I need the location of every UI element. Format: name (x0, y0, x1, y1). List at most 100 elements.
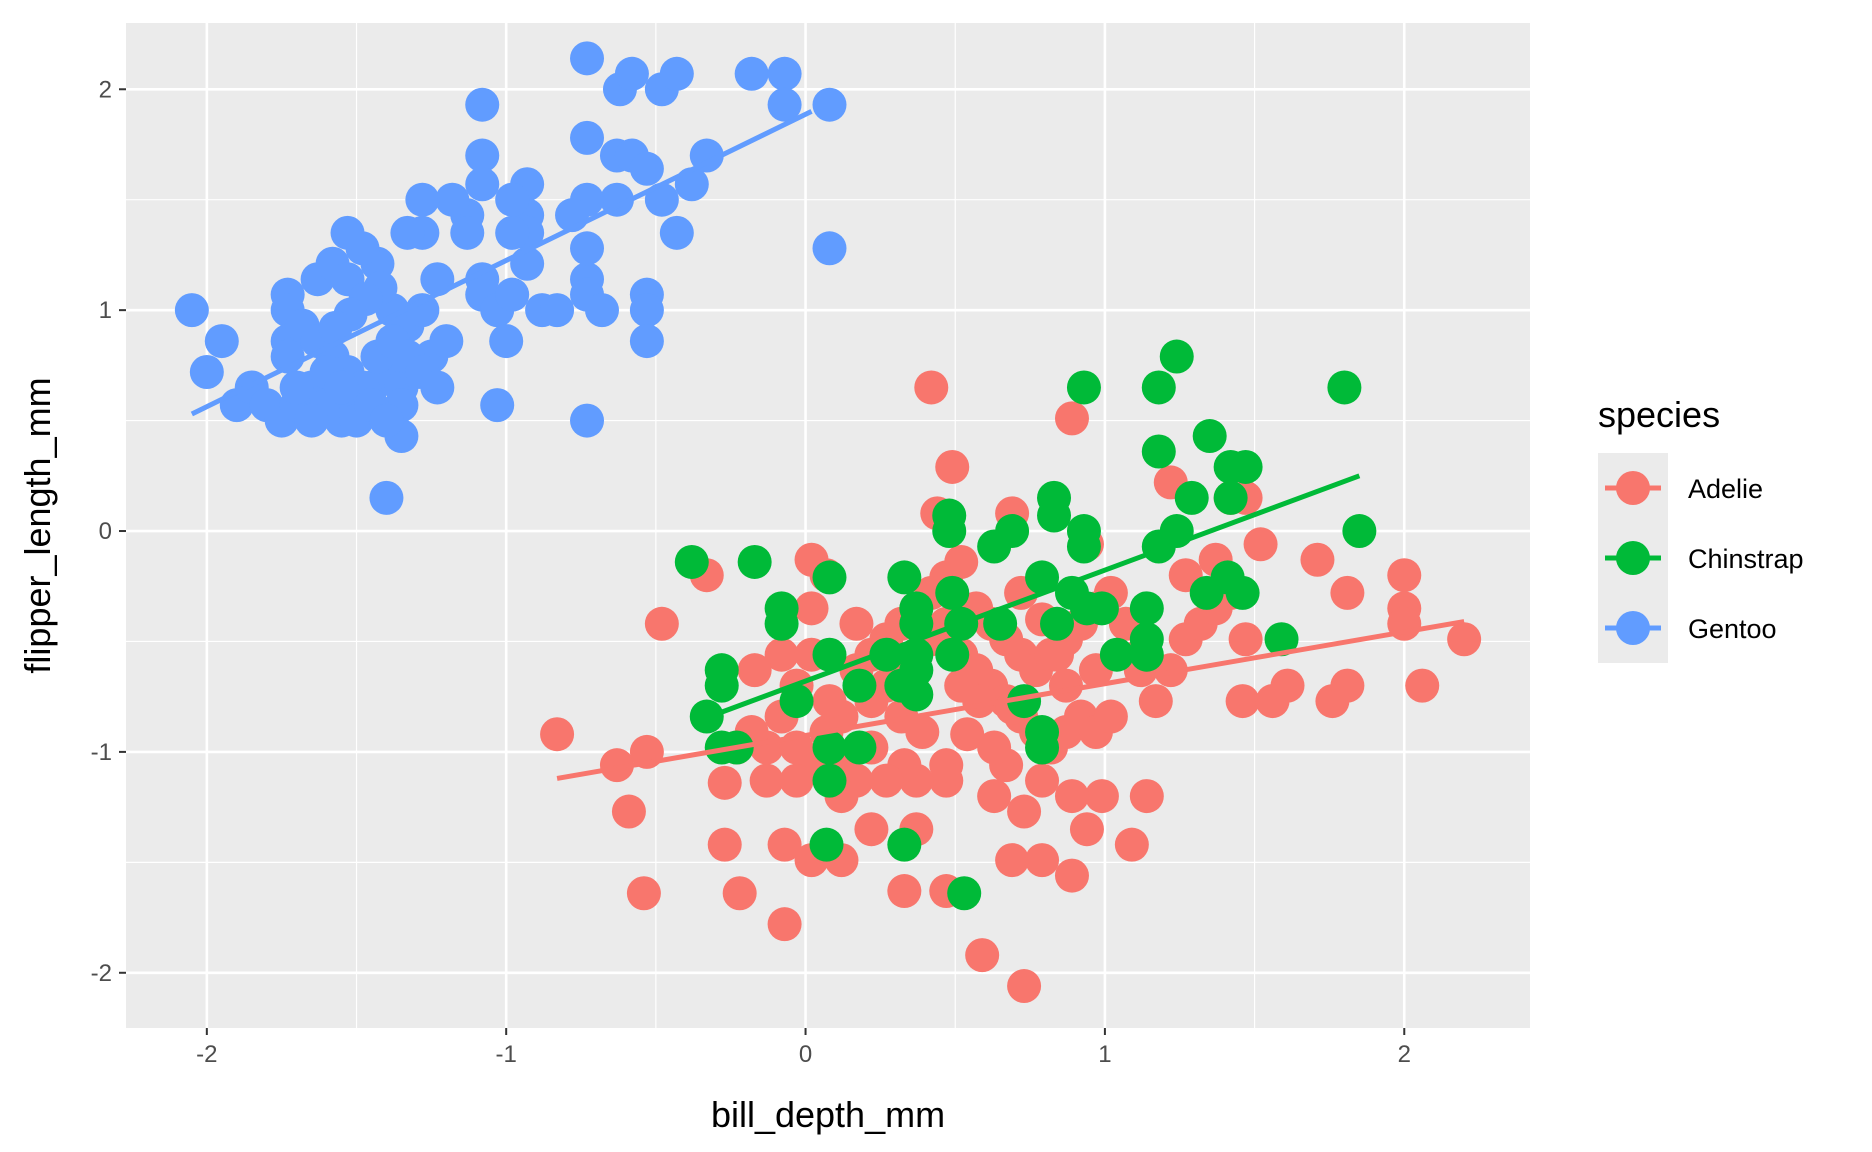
point-adelie (995, 843, 1030, 878)
point-gentoo (540, 293, 575, 328)
point-adelie (611, 794, 646, 829)
point-adelie (794, 591, 829, 626)
point-adelie (950, 717, 985, 752)
x-tick-labels: -2 -1 0 1 2 (196, 1041, 1411, 1068)
legend-key-point (1616, 541, 1650, 575)
point-adelie (644, 606, 679, 641)
point-chinstrap (1159, 339, 1194, 374)
x-tick-label: -2 (196, 1041, 217, 1068)
point-chinstrap (689, 699, 724, 734)
point-gentoo (405, 293, 440, 328)
legend-key-point (1616, 611, 1650, 645)
point-adelie (1069, 812, 1104, 847)
point-adelie (929, 748, 964, 783)
point-adelie (1054, 858, 1089, 893)
point-adelie (1330, 668, 1365, 703)
point-adelie (1093, 699, 1128, 734)
legend-keys: Adelie Chinstrap Gentoo (1598, 453, 1804, 663)
point-chinstrap (1025, 730, 1060, 765)
point-chinstrap (1066, 529, 1101, 564)
point-chinstrap (899, 606, 934, 641)
point-gentoo (767, 56, 802, 91)
point-chinstrap (1327, 370, 1362, 405)
point-chinstrap (1129, 591, 1164, 626)
point-adelie (854, 812, 889, 847)
point-adelie (887, 874, 922, 909)
legend: species Adelie Chinstrap Gentoo (1598, 394, 1804, 663)
point-adelie (944, 668, 979, 703)
point-adelie (1129, 779, 1164, 814)
point-gentoo (330, 215, 365, 250)
point-chinstrap (812, 730, 847, 765)
y-tick-label: -2 (91, 960, 112, 987)
point-adelie (1007, 794, 1042, 829)
point-gentoo (495, 182, 530, 217)
y-tick-label: -1 (91, 739, 112, 766)
point-adelie (767, 827, 802, 862)
point-gentoo (614, 56, 649, 91)
point-adelie (626, 876, 661, 911)
point-adelie (914, 370, 949, 405)
point-adelie (1228, 622, 1263, 657)
point-adelie (839, 606, 874, 641)
point-gentoo (570, 403, 605, 438)
point-adelie (540, 717, 575, 752)
y-axis-title: flipper_length_mm (17, 377, 58, 673)
plot-panel (126, 23, 1530, 1028)
point-chinstrap (704, 668, 739, 703)
point-chinstrap (812, 560, 847, 595)
trend-line-gentoo (190, 109, 813, 417)
point-gentoo (429, 324, 464, 359)
point-adelie (779, 763, 814, 798)
y-tick-label: 2 (99, 76, 112, 103)
point-chinstrap (1225, 575, 1260, 610)
point-adelie (707, 765, 742, 800)
legend-label-adelie: Adelie (1688, 474, 1763, 504)
point-gentoo (294, 403, 329, 438)
point-gentoo (584, 293, 619, 328)
point-adelie (1025, 843, 1060, 878)
point-adelie (869, 763, 904, 798)
point-chinstrap (1040, 606, 1075, 641)
point-gentoo (450, 215, 485, 250)
x-tick-label: 2 (1398, 1041, 1411, 1068)
point-chinstrap (977, 529, 1012, 564)
point-adelie (977, 730, 1012, 765)
point-chinstrap (1342, 514, 1377, 549)
point-adelie (1405, 668, 1440, 703)
point-chinstrap (1174, 480, 1209, 515)
point-adelie (1054, 401, 1089, 436)
point-gentoo (189, 354, 224, 389)
point-adelie (1054, 779, 1089, 814)
point-gentoo (324, 370, 359, 405)
point-gentoo (495, 277, 530, 312)
point-adelie (1330, 575, 1365, 610)
point-chinstrap (812, 763, 847, 798)
point-gentoo (767, 87, 802, 122)
point-gentoo (495, 215, 530, 250)
point-adelie (1447, 622, 1482, 657)
point-gentoo (369, 403, 404, 438)
legend-key-point (1616, 471, 1650, 505)
point-gentoo (435, 182, 470, 217)
point-chinstrap (887, 827, 922, 862)
point-gentoo (204, 324, 239, 359)
point-adelie (599, 748, 634, 783)
point-chinstrap (932, 514, 967, 549)
x-tick-label: 0 (799, 1041, 812, 1068)
point-gentoo (174, 293, 209, 328)
point-gentoo (659, 56, 694, 91)
x-tick-label: 1 (1098, 1041, 1111, 1068)
point-chinstrap (1099, 637, 1134, 672)
point-chinstrap (812, 637, 847, 672)
point-adelie (722, 876, 757, 911)
point-chinstrap (1007, 684, 1042, 719)
point-adelie (767, 907, 802, 942)
point-gentoo (465, 138, 500, 173)
trend-line-adelie (556, 619, 1465, 781)
point-chinstrap (674, 544, 709, 579)
point-gentoo (570, 120, 605, 155)
point-adelie (977, 779, 1012, 814)
point-gentoo (489, 324, 524, 359)
point-adelie (764, 637, 799, 672)
